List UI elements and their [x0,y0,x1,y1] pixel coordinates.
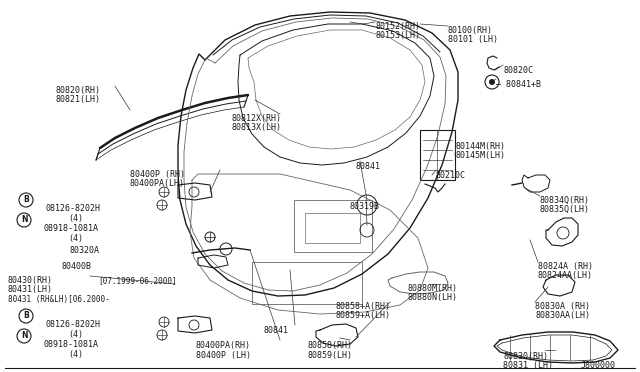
Text: 80858(RH): 80858(RH) [308,341,353,350]
Text: 80400P (LH): 80400P (LH) [196,351,251,360]
Text: [07.1999-06.2000]: [07.1999-06.2000] [98,276,177,285]
Text: 80320A: 80320A [70,246,100,255]
Text: N: N [20,331,28,340]
Text: 80841: 80841 [263,326,288,335]
Text: 80400B: 80400B [62,262,92,271]
Text: 80824A (RH): 80824A (RH) [538,262,593,271]
Text: 80830(RH): 80830(RH) [503,352,548,361]
Text: 80858+A(RH): 80858+A(RH) [336,302,391,311]
Text: 80812X(RH): 80812X(RH) [232,114,282,123]
Text: (4): (4) [68,330,83,339]
Text: 80100(RH): 80100(RH) [448,26,493,35]
Text: 80400PA(LH): 80400PA(LH) [130,179,185,188]
Text: 80431(LH): 80431(LH) [8,285,53,294]
Text: B: B [23,311,29,321]
Text: 80830AA(LH): 80830AA(LH) [535,311,590,320]
Text: 80210C: 80210C [436,171,466,180]
Text: 80319B: 80319B [350,202,380,211]
Text: 80820(RH): 80820(RH) [55,86,100,95]
Text: 80841: 80841 [356,162,381,171]
Text: 80831 (LH): 80831 (LH) [503,361,553,370]
Text: 80145M(LH): 80145M(LH) [456,151,506,160]
Text: 08918-1081A: 08918-1081A [43,224,98,233]
Text: 80830A (RH): 80830A (RH) [535,302,590,311]
Text: 80824AA(LH): 80824AA(LH) [538,271,593,280]
Text: (4): (4) [68,234,83,243]
Text: 80835Q(LH): 80835Q(LH) [540,205,590,214]
Text: — 80841+B: — 80841+B [496,80,541,89]
Text: J800000: J800000 [581,361,616,370]
Text: N: N [20,215,28,224]
Text: 80880N(LH): 80880N(LH) [408,293,458,302]
Text: 80820C: 80820C [503,66,533,75]
Text: 80152(RH): 80152(RH) [375,22,420,31]
Text: 08126-8202H: 08126-8202H [46,204,101,213]
Text: 80859+A(LH): 80859+A(LH) [336,311,391,320]
Text: 80859(LH): 80859(LH) [308,351,353,360]
Text: 80144M(RH): 80144M(RH) [456,142,506,151]
Text: 80834Q(RH): 80834Q(RH) [540,196,590,205]
Text: B: B [23,196,29,205]
Text: (4): (4) [68,214,83,223]
Text: 80400PA(RH): 80400PA(RH) [196,341,251,350]
Text: (4): (4) [68,350,83,359]
Text: 80430(RH): 80430(RH) [8,276,53,285]
Text: 80431 (RH&LH)[06.2000-: 80431 (RH&LH)[06.2000- [8,295,109,304]
Circle shape [489,79,495,85]
Text: 08126-8202H: 08126-8202H [46,320,101,329]
Text: 80880M(RH): 80880M(RH) [408,284,458,293]
Text: 80400P (RH): 80400P (RH) [130,170,185,179]
Text: 80813X(LH): 80813X(LH) [232,123,282,132]
Bar [420,130,455,180]
Text: 80821(LH): 80821(LH) [55,95,100,104]
Text: 80153(LH): 80153(LH) [375,31,420,40]
Text: 80101 (LH): 80101 (LH) [448,35,498,44]
Text: 08918-1081A: 08918-1081A [43,340,98,349]
